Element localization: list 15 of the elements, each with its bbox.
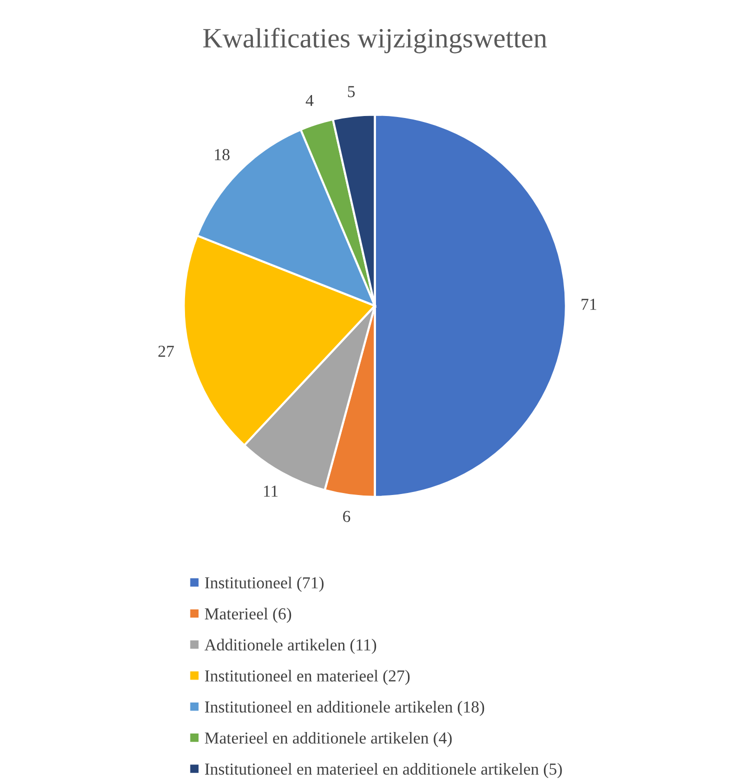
legend-label: Materieel en additionele artikelen (4) xyxy=(204,732,452,748)
legend-label: Institutioneel en additionele artikelen (18) xyxy=(204,700,484,716)
data-label: 5 xyxy=(348,86,355,98)
data-label: 71 xyxy=(582,298,596,310)
legend-label: Additionele artikelen (11) xyxy=(204,638,376,654)
data-label: 6 xyxy=(343,510,350,522)
data-label: 27 xyxy=(158,346,174,357)
legend-label: Institutioneel en materieel en additionele artikelen (5) xyxy=(204,763,562,778)
data-label: 18 xyxy=(214,149,230,160)
chart-title: Kwalificaties wijzigingswetten xyxy=(203,28,547,54)
legend-label: Institutioneel en materieel (27) xyxy=(204,670,410,685)
data-label: 11 xyxy=(264,486,278,497)
data-label: 4 xyxy=(306,94,314,106)
legend-label: Materieel (6) xyxy=(204,608,292,623)
legend-label: Institutioneel (71) xyxy=(204,576,324,592)
